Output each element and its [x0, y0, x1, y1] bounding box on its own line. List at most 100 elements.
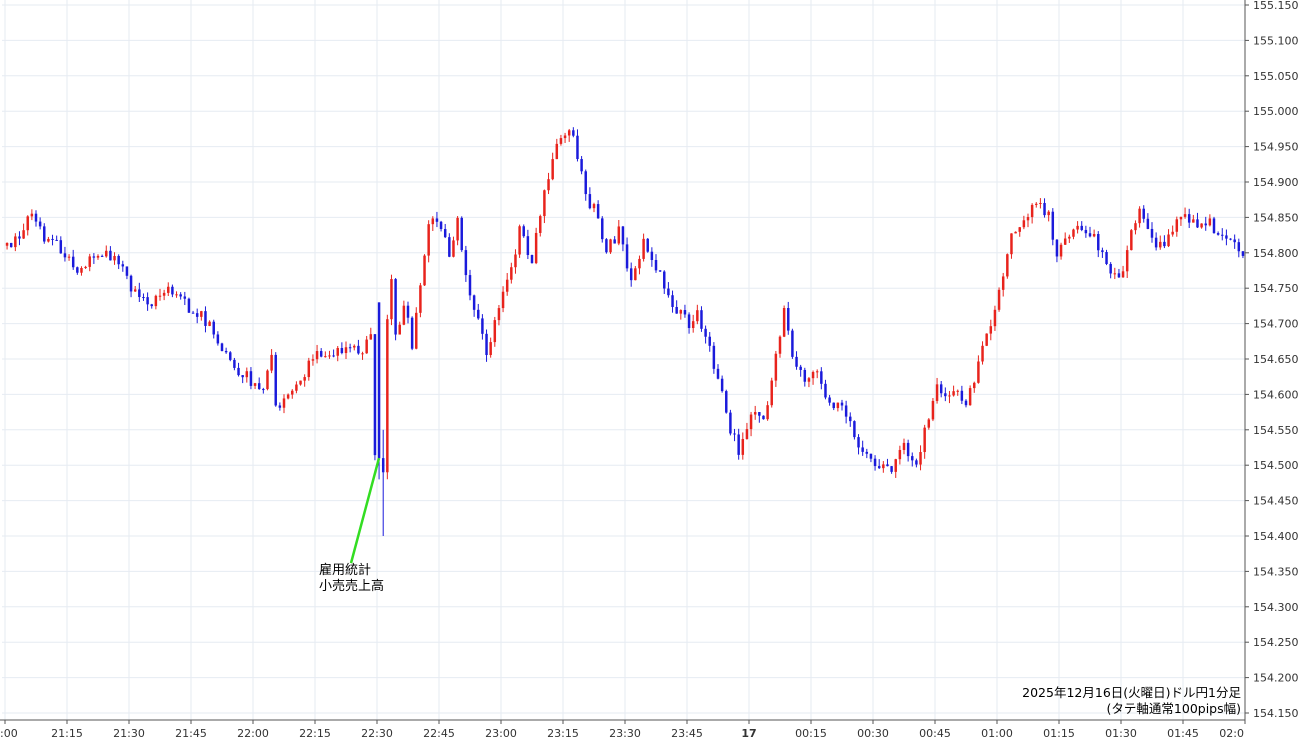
candle-body	[708, 336, 711, 346]
candle-body	[1026, 217, 1030, 221]
candle-body	[357, 345, 360, 354]
candle-body	[63, 253, 67, 258]
y-tick-label: 154.300	[1253, 601, 1299, 614]
candle-body	[150, 304, 153, 307]
candle-body	[543, 190, 546, 217]
candle-body	[882, 464, 885, 469]
candle-body	[195, 313, 199, 317]
candle-body	[1035, 203, 1038, 205]
candle-body	[43, 226, 46, 242]
candle-body	[973, 382, 976, 389]
candle-body	[1171, 231, 1174, 235]
candle-body	[952, 391, 955, 396]
candle-body	[468, 275, 472, 296]
candle-body	[22, 230, 25, 239]
candle-body	[369, 334, 373, 340]
candle-body	[485, 333, 488, 356]
candle-body	[1101, 250, 1104, 253]
candle-body	[894, 459, 897, 472]
candle-body	[9, 242, 13, 248]
candle-body	[663, 271, 666, 289]
candle-body	[505, 279, 509, 292]
candle-body	[530, 254, 534, 264]
candle-body	[1216, 233, 1220, 235]
candle-body	[679, 310, 683, 314]
candle-body	[601, 218, 604, 240]
candle-body	[340, 348, 344, 354]
candle-body	[1030, 204, 1034, 218]
candle-body	[233, 359, 236, 368]
candle-body	[828, 397, 831, 403]
x-tick-label: 01:30	[1105, 727, 1137, 740]
candle-body	[625, 244, 629, 269]
candle-body	[960, 390, 964, 401]
candle-body	[580, 159, 583, 172]
candle-body	[477, 309, 480, 319]
candle-body	[658, 270, 662, 272]
candles-group	[5, 127, 1245, 536]
candle-body	[989, 326, 993, 334]
candle-body	[1059, 244, 1063, 257]
candle-body	[1179, 216, 1183, 220]
candle-body	[617, 226, 621, 244]
candle-body	[1221, 234, 1224, 236]
x-tick-label: 21:45	[175, 727, 207, 740]
candle-body	[291, 390, 294, 395]
y-tick-label: 155.000	[1253, 105, 1299, 118]
candle-body	[671, 295, 674, 307]
x-tick-label: 23:15	[547, 727, 579, 740]
candle-body	[534, 232, 538, 264]
candle-body	[725, 391, 728, 413]
candle-body	[935, 384, 939, 401]
candle-body	[939, 384, 943, 394]
y-tick-label: 154.600	[1253, 388, 1299, 401]
y-tick-label: 154.400	[1253, 530, 1299, 543]
candle-body	[241, 375, 244, 378]
candle-body	[733, 433, 736, 435]
x-tick-label: 02:0	[1219, 727, 1244, 740]
candle-body	[799, 366, 802, 370]
y-tick-label: 154.450	[1253, 495, 1299, 508]
y-tick-label: 154.900	[1253, 176, 1299, 189]
candle-body	[204, 311, 207, 326]
candle-body	[249, 371, 253, 386]
candle-body	[336, 348, 339, 356]
candle-body	[865, 451, 869, 454]
candle-body	[650, 251, 654, 261]
candle-body	[224, 350, 228, 353]
candle-body	[1200, 223, 1203, 228]
y-tick-label: 154.700	[1253, 318, 1299, 331]
candle-body	[18, 236, 21, 239]
candle-body	[423, 255, 426, 286]
candle-body	[348, 347, 352, 349]
candle-body	[1233, 239, 1236, 243]
candle-body	[398, 324, 401, 335]
candle-body	[629, 268, 633, 281]
candle-body	[200, 311, 203, 317]
candle-body	[791, 330, 794, 357]
x-tick-label: 01:45	[1167, 727, 1199, 740]
candle-body	[208, 321, 211, 326]
candle-body	[716, 368, 720, 379]
candle-body	[1113, 273, 1117, 275]
candle-body	[1088, 233, 1092, 237]
candle-body	[977, 361, 980, 383]
candle-body	[1208, 218, 1212, 226]
candle-body	[286, 394, 290, 399]
candle-body	[737, 434, 740, 455]
candle-body	[216, 334, 220, 344]
candle-body	[968, 388, 972, 406]
candle-body	[427, 224, 430, 256]
candle-body	[1055, 239, 1059, 257]
y-tick-label: 154.350	[1253, 565, 1299, 578]
candle-body	[373, 334, 377, 456]
candle-body	[886, 464, 889, 467]
candle-body	[1212, 218, 1216, 234]
x-tick-label: 22:15	[299, 727, 331, 740]
chart-subtitle: (タテ軸通常100pips幅)	[1107, 701, 1241, 716]
candle-body	[299, 380, 302, 385]
candle-body	[448, 237, 451, 257]
candle-body	[729, 412, 732, 434]
candle-body	[1167, 234, 1170, 247]
y-tick-label: 155.050	[1253, 70, 1299, 83]
